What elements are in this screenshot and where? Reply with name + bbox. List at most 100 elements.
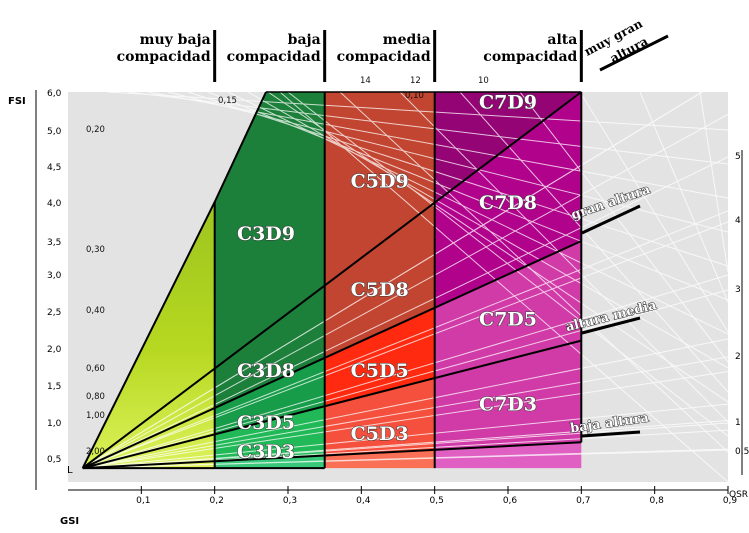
layer-line-2 (82, 356, 728, 469)
region-c5d8 (324, 307, 435, 407)
layer-line-5 (82, 156, 728, 469)
diag-grid-b-5 (579, 92, 728, 333)
diag-grid-b-7 (699, 92, 728, 273)
height-label-underline-1 (581, 316, 641, 335)
corner-label-line (599, 34, 669, 72)
layer-line-0 (82, 449, 728, 469)
diag-grid-b-2 (399, 92, 728, 423)
region-label-c5d8: C5D8 (351, 279, 409, 301)
diag-grid-2 (147, 92, 728, 199)
fsi-tick-5: 3,0 (47, 271, 62, 281)
region-label-c3d5: C3D5 (237, 412, 295, 434)
osr-axis-label: OSR (729, 490, 748, 500)
fsi-tick-9: 5,0 (47, 127, 62, 137)
osr-label-10: 14 (360, 76, 371, 86)
region-c3d8 (214, 357, 325, 435)
fsi-tick-4: 2,5 (47, 308, 61, 318)
osr-line-8 (82, 113, 728, 469)
osr-label-9: 12 (410, 76, 421, 86)
zone-header-1-line2: compacidad (227, 49, 321, 65)
region-c5d9 (324, 92, 435, 358)
region-label-c3d9: C3D9 (237, 223, 295, 245)
region-label-c7d5: C7D5 (479, 308, 537, 330)
floor-line-3 (82, 339, 582, 470)
fsi-tick-8: 4,5 (47, 163, 61, 173)
gsi-tick-5: 0,6 (503, 496, 518, 506)
osr-label-6: 0,20 (86, 125, 105, 135)
region-c3d5 (214, 406, 325, 462)
region-label-c5d3: C5D3 (351, 423, 409, 445)
osr-label-5: 0,30 (86, 245, 105, 255)
zone-header-0-line2: compacidad (117, 49, 211, 65)
floor-line-1 (82, 441, 582, 470)
diag-grid-b-6 (639, 92, 728, 303)
region-c7d5-upper (434, 241, 582, 379)
gsi-axis-label: GSI (60, 516, 79, 527)
layer-line-1 (82, 422, 728, 469)
zone-header-1-line1: baja (288, 32, 321, 48)
layer-line-4 (82, 221, 728, 469)
region-label-c7d8: C7D8 (479, 192, 537, 214)
diag-grid-1 (127, 92, 728, 165)
layer-line-3 (82, 289, 728, 469)
fsi-tick-10: 6,0 (47, 89, 62, 99)
zone-header-3-line1: alta (547, 32, 577, 48)
fsi-tick-1: 1,0 (47, 419, 62, 429)
osr-line-5 (82, 338, 728, 469)
fsi-tick-7: 4,0 (47, 199, 62, 209)
osr-line-4 (82, 371, 728, 469)
region-label-c3d8: C3D8 (237, 360, 295, 382)
region-label-c3d3: C3D3 (237, 441, 295, 463)
layer-tick-3: 3 (735, 285, 741, 295)
gsi-tick-0: 0,1 (136, 496, 150, 506)
diag-grid-4 (187, 92, 728, 267)
osr-label-1: 1,00 (86, 411, 105, 421)
diag-grid-b-0 (279, 92, 728, 482)
floor-line-5 (82, 240, 582, 470)
fsi-tick-3: 2,0 (47, 345, 62, 355)
osr-line-3 (82, 403, 728, 469)
diag-grid-8 (267, 92, 728, 403)
height-label-underline-2 (581, 204, 641, 235)
gsi-tick-1: 0,2 (210, 496, 224, 506)
region-c3d3 (214, 455, 325, 469)
zone-header-2-line1: media (383, 32, 431, 48)
osr-label-7: 0,15 (218, 96, 237, 106)
layer-tick-0: 0,5 (735, 447, 749, 457)
osr-label-10-top: 10 (478, 76, 489, 86)
region-label-c7d3: C7D3 (479, 394, 537, 416)
osr-label-8: 0,10 (405, 91, 424, 101)
region-label-c5d5: C5D5 (351, 360, 409, 382)
origin-label: L (67, 465, 73, 476)
fsi-tick-2: 1,5 (47, 382, 61, 392)
gsi-tick-2: 0,3 (283, 496, 297, 506)
region-c7d8 (434, 92, 582, 308)
layer-tick-2: 2 (735, 352, 741, 362)
osr-label-3: 0,60 (86, 364, 105, 374)
gsi-tick-8: 0,9 (723, 496, 738, 506)
osr-line-6 (82, 274, 728, 469)
osr-label-4: 0,40 (86, 306, 105, 316)
gsi-tick-7: 0,8 (650, 496, 665, 506)
diag-grid-9 (287, 92, 728, 437)
diag-grid-0 (107, 92, 728, 131)
floor-line-9 (82, 91, 582, 469)
zone-header-2-line2: compacidad (337, 49, 431, 65)
diag-grid-b-3 (459, 92, 728, 393)
diag-grid-6 (227, 92, 728, 335)
layer-tick-1: 1 (735, 418, 741, 428)
osr-line-10 (82, 92, 704, 469)
fsi-tick-0: 0,5 (47, 455, 61, 465)
layer-tick-4: 4 (735, 216, 741, 226)
osr-label-0: 2,00 (86, 447, 105, 457)
diag-grid-b-1 (339, 92, 728, 453)
layer-tick-5: 5 (735, 152, 741, 162)
gsi-tick-4: 0,5 (430, 496, 444, 506)
grid-lines (82, 92, 728, 482)
fsi-axis-label: FSI (8, 96, 26, 107)
diag-grid-5 (207, 92, 728, 301)
zone-header-3-line2: compacidad (483, 49, 577, 65)
